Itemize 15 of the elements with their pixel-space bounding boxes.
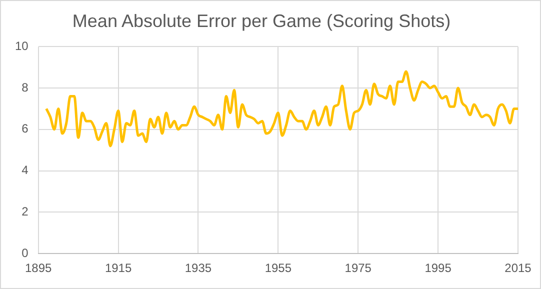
line-series	[45, 70, 518, 148]
x-tick-label: 1955	[264, 261, 292, 276]
y-tick-label: 8	[22, 80, 29, 94]
x-tick-label: 1915	[104, 261, 132, 276]
chart-title: Mean Absolute Error per Game (Scoring Shots)	[72, 10, 451, 31]
y-tick-label: 10	[14, 38, 29, 53]
y-tick-label: 0	[22, 246, 29, 260]
x-tick-label: 1975	[344, 261, 372, 276]
x-tick-label: 1995	[424, 261, 452, 276]
y-tick-label: 2	[22, 204, 29, 219]
y-tick-label: 4	[22, 163, 29, 178]
x-tick-label: 1935	[184, 261, 212, 276]
x-tick-label: 1895	[24, 261, 52, 276]
y-tick-label: 6	[22, 122, 29, 136]
x-tick-label: 2015	[504, 261, 532, 276]
